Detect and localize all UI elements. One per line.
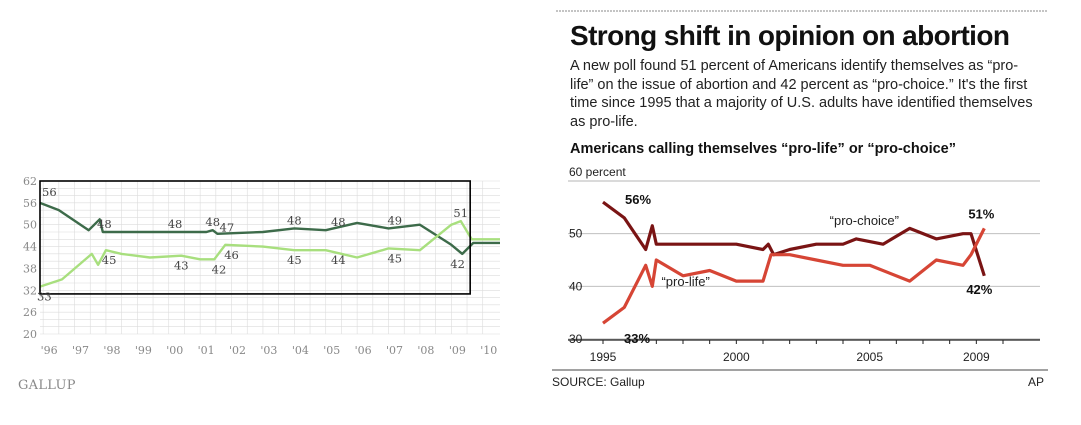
ap-x-tick-label: 1995 xyxy=(590,350,617,364)
gallup-x-tick-label: '96 xyxy=(41,344,58,357)
gallup-x-tick-label: '08 xyxy=(417,344,434,357)
ap-label-pro-life-end: 51% xyxy=(968,206,994,221)
gallup-data-label: 42 xyxy=(212,262,227,276)
ap-chart-description: A new poll found 51 percent of Americans… xyxy=(570,58,1033,130)
gallup-x-tick-label: '02 xyxy=(229,344,246,357)
gallup-y-tick-label: 62 xyxy=(23,175,37,188)
gallup-x-tick-label: '05 xyxy=(323,344,340,357)
gallup-data-label: 42 xyxy=(450,257,465,271)
gallup-y-tick-label: 56 xyxy=(23,197,37,210)
gallup-y-tick-label: 20 xyxy=(23,328,37,341)
gallup-series-line-light-green xyxy=(39,219,500,288)
gallup-highlight-box xyxy=(39,180,471,295)
gallup-data-label: 49 xyxy=(387,213,402,227)
gallup-data-label: 45 xyxy=(287,253,302,267)
gallup-logo: GALLUP xyxy=(18,378,76,393)
ap-series-label-pro-life: “pro-life” xyxy=(661,274,709,289)
gallup-x-tick-label: '00 xyxy=(166,344,183,357)
gallup-data-label: 33 xyxy=(37,290,52,304)
gallup-data-label: 48 xyxy=(331,215,346,229)
gallup-chart: 20 26 32 38 44 50 56 62 '96 '97 '98 '99 '00 '01 '02 '03… xyxy=(23,175,500,357)
ap-label-pro-choice-start: 56% xyxy=(625,192,651,207)
gallup-x-tick-label: '97 xyxy=(72,344,89,357)
gallup-y-tick-label: 44 xyxy=(23,241,37,254)
ap-x-tick-label: 2009 xyxy=(963,350,990,364)
ap-series-line-pro-life xyxy=(602,227,986,325)
gallup-series-line-dark-green xyxy=(39,201,500,256)
gallup-y-tick-label: 32 xyxy=(23,284,37,297)
gallup-data-label: 56 xyxy=(42,185,57,199)
gallup-data-label: 51 xyxy=(453,206,468,220)
gallup-data-label: 45 xyxy=(102,253,117,267)
gallup-x-tick-label: '04 xyxy=(292,344,309,357)
ap-series-line-pro-choice xyxy=(602,200,986,277)
ap-y-unit-label: 60 percent xyxy=(569,165,626,179)
gallup-data-label: 48 xyxy=(205,215,220,229)
gallup-x-tick-label: '06 xyxy=(355,344,372,357)
gallup-data-label: 48 xyxy=(168,217,183,231)
ap-chart-source: SOURCE: Gallup xyxy=(552,375,645,389)
gallup-y-tick-label: 38 xyxy=(23,262,37,275)
ap-x-tick-label: 2000 xyxy=(723,350,750,364)
gallup-data-label: 43 xyxy=(174,259,189,273)
gallup-data-label: 44 xyxy=(331,253,346,267)
ap-y-tick-label: 40 xyxy=(569,279,583,293)
ap-chart-credit: AP xyxy=(1028,375,1045,389)
ap-y-tick-label: 30 xyxy=(569,332,583,346)
ap-y-tick-label: 50 xyxy=(569,227,583,241)
gallup-x-tick-label: '07 xyxy=(386,344,403,357)
gallup-data-label: 48 xyxy=(287,213,302,227)
gallup-data-label: 48 xyxy=(97,217,112,231)
gallup-x-tick-label: '98 xyxy=(103,344,120,357)
gallup-x-tick-label: '03 xyxy=(260,344,277,357)
gallup-y-tick-label: 50 xyxy=(23,219,37,232)
ap-chart: 60 percent 30 40 50 1995 2000 2005 2009 56% 42% 33… xyxy=(552,10,1048,371)
gallup-x-tick-label: '09 xyxy=(449,344,466,357)
ap-label-pro-choice-end: 42% xyxy=(966,282,992,297)
ap-series-label-pro-choice: “pro-choice” xyxy=(830,213,899,228)
gallup-x-tick-label: '99 xyxy=(135,344,152,357)
gallup-x-tick-label: '01 xyxy=(198,344,215,357)
ap-chart-subtitle: Americans calling themselves “pro-life” … xyxy=(570,141,956,157)
gallup-data-label: 45 xyxy=(387,251,402,265)
ap-label-pro-life-start: 33% xyxy=(624,331,650,346)
gallup-data-label: 46 xyxy=(224,248,239,262)
gallup-y-tick-label: 26 xyxy=(23,306,37,319)
ap-chart-title: Strong shift in opinion on abortion xyxy=(570,20,1010,51)
gallup-data-label: 47 xyxy=(220,221,235,235)
ap-x-tick-label: 2005 xyxy=(856,350,883,364)
gallup-x-tick-label: '10 xyxy=(480,344,497,357)
